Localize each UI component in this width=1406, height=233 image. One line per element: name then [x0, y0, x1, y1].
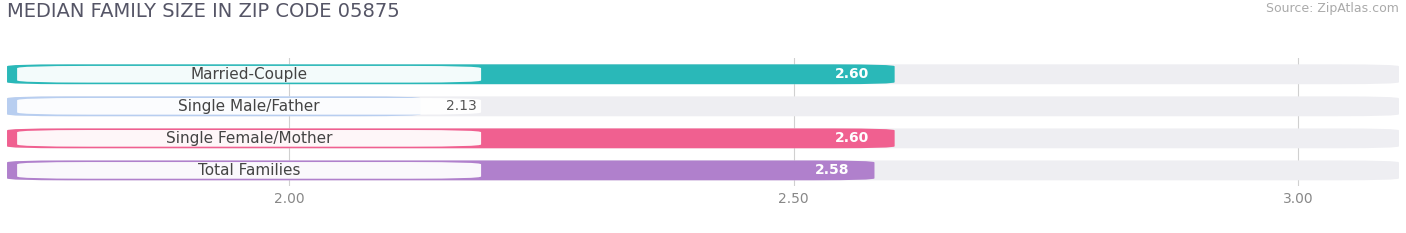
Text: Source: ZipAtlas.com: Source: ZipAtlas.com [1265, 2, 1399, 15]
FancyBboxPatch shape [7, 64, 894, 84]
FancyBboxPatch shape [7, 128, 1399, 148]
FancyBboxPatch shape [7, 128, 894, 148]
Text: 2.58: 2.58 [814, 163, 849, 177]
Text: 2.13: 2.13 [446, 99, 477, 113]
Text: MEDIAN FAMILY SIZE IN ZIP CODE 05875: MEDIAN FAMILY SIZE IN ZIP CODE 05875 [7, 2, 399, 21]
Text: Single Female/Mother: Single Female/Mother [166, 131, 332, 146]
Text: Single Male/Father: Single Male/Father [179, 99, 321, 114]
Text: Married-Couple: Married-Couple [191, 67, 308, 82]
FancyBboxPatch shape [17, 66, 481, 83]
FancyBboxPatch shape [17, 130, 481, 147]
Text: 2.60: 2.60 [835, 67, 869, 81]
FancyBboxPatch shape [7, 96, 420, 116]
FancyBboxPatch shape [17, 98, 481, 115]
FancyBboxPatch shape [7, 161, 1399, 180]
Text: 2.60: 2.60 [835, 131, 869, 145]
FancyBboxPatch shape [17, 162, 481, 179]
FancyBboxPatch shape [7, 161, 875, 180]
Text: Total Families: Total Families [198, 163, 301, 178]
FancyBboxPatch shape [7, 64, 1399, 84]
FancyBboxPatch shape [7, 96, 1399, 116]
